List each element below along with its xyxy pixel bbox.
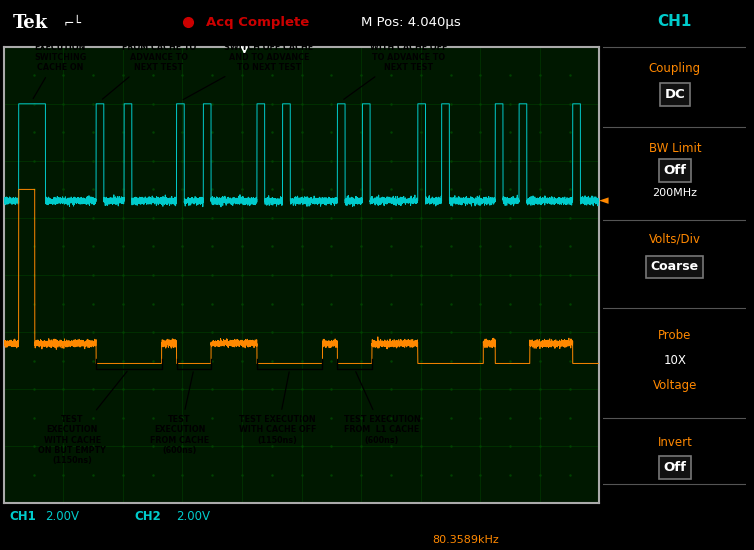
Text: MAIN EXECUTION
WITH CACHE OFF
TO ADVANCE TO
NEXT TEST: MAIN EXECUTION WITH CACHE OFF TO ADVANCE… (344, 32, 448, 100)
Text: TEST EXECUTION
WITH CACHE OFF
(1150ns): TEST EXECUTION WITH CACHE OFF (1150ns) (239, 372, 317, 444)
Text: 10X: 10X (664, 354, 686, 367)
Text: Coupling: Coupling (648, 62, 701, 75)
Text: Voltage: Voltage (653, 378, 697, 392)
Text: Tek: Tek (13, 14, 48, 32)
Text: CH1: CH1 (657, 14, 692, 30)
Text: ◄: ◄ (599, 194, 609, 207)
Text: CH1  \ 1.12V: CH1 \ 1.12V (421, 510, 495, 523)
Text: 200MHz: 200MHz (652, 188, 697, 197)
Text: 26-Jul-14 15:46: 26-Jul-14 15:46 (217, 535, 302, 544)
Text: CH1: CH1 (10, 510, 36, 523)
Text: TEST
EXECUTION
WITH CACHE
ON BUT EMPTY
(1150ns): TEST EXECUTION WITH CACHE ON BUT EMPTY (… (38, 371, 127, 465)
Text: MAIN
EXECUTION
SWITCHING
CACHE ON: MAIN EXECUTION SWITCHING CACHE ON (33, 32, 87, 98)
Text: 2.00V: 2.00V (176, 510, 210, 523)
Text: M Pos: 4.040μs: M Pos: 4.040μs (361, 16, 461, 29)
Text: CH2: CH2 (135, 510, 161, 523)
Text: BW Limit: BW Limit (648, 142, 701, 155)
Text: 80.3589kHz: 80.3589kHz (433, 535, 499, 544)
Text: Off: Off (664, 164, 686, 177)
Text: DC: DC (664, 88, 685, 101)
Text: 12610-003: 12610-003 (736, 250, 745, 300)
Text: TEST EXECUTION
FROM  L1 CACHE
(600ns): TEST EXECUTION FROM L1 CACHE (600ns) (344, 372, 420, 444)
Text: M 1.00μs: M 1.00μs (275, 510, 328, 523)
Text: Coarse: Coarse (651, 260, 699, 273)
Text: MAIN EXECUTION
FROM CACHE TO
ADVANCE TO
NEXT TEST: MAIN EXECUTION FROM CACHE TO ADVANCE TO … (103, 32, 198, 99)
Text: ⌐└: ⌐└ (63, 16, 81, 29)
Text: Invert: Invert (657, 436, 692, 449)
Text: 2.00V: 2.00V (45, 510, 79, 523)
Text: MAIN EXECUTION TO
SWITCH OFF CACHE
AND TO ADVANCE
TO NEXT TEST: MAIN EXECUTION TO SWITCH OFF CACHE AND T… (183, 32, 315, 100)
Text: Off: Off (664, 461, 686, 474)
Text: Probe: Probe (658, 329, 691, 342)
Text: Acq Complete: Acq Complete (207, 16, 310, 29)
Text: Volts/Div: Volts/Div (649, 233, 700, 246)
Text: TEST
EXECUTION
FROM CACHE
(600ns): TEST EXECUTION FROM CACHE (600ns) (150, 372, 209, 455)
